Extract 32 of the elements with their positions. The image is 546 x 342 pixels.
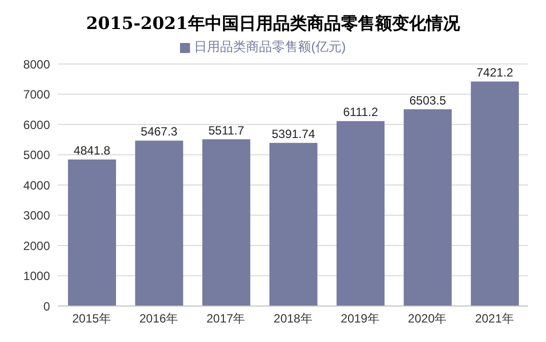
legend-label: 日用品类商品零售额(亿元) [194,39,346,54]
y-tick-label: 0 [43,299,50,314]
y-tick-label: 7000 [23,88,50,102]
x-tick-label: 2018年 [274,312,312,326]
data-label: 5467.3 [140,124,178,139]
y-tick-label: 2000 [23,238,50,253]
data-label: 4841.8 [74,144,111,158]
data-label: 7421.2 [476,66,514,80]
x-tick-label: 2015年 [72,312,111,326]
bar [404,109,452,306]
y-tick-label: 6000 [23,118,50,132]
chart-title: 2015-2021年中国日用品类商品零售额变化情况 [85,13,461,36]
bar [68,160,116,306]
y-tick-label: 4000 [23,178,50,192]
bar [470,82,519,306]
x-tick-label: 2020年 [408,312,447,326]
y-tick-label: 5000 [23,148,50,162]
x-tick-label: 2019年 [340,312,380,326]
bar [202,139,250,306]
data-label: 6111.2 [343,105,378,120]
y-tick-label: 3000 [23,208,50,223]
bar [269,142,318,306]
bar [336,121,385,306]
data-label: 5391.74 [272,126,316,141]
bar [135,140,184,306]
data-label: 6503.5 [409,93,446,108]
data-label: 5511.7 [208,123,245,138]
x-tick-label: 2017年 [206,312,246,326]
y-tick-label: 8000 [23,57,50,72]
x-tick-label: 2016年 [139,312,178,326]
x-tick-label: 2021年 [475,312,514,326]
y-tick-label: 1000 [23,269,50,284]
